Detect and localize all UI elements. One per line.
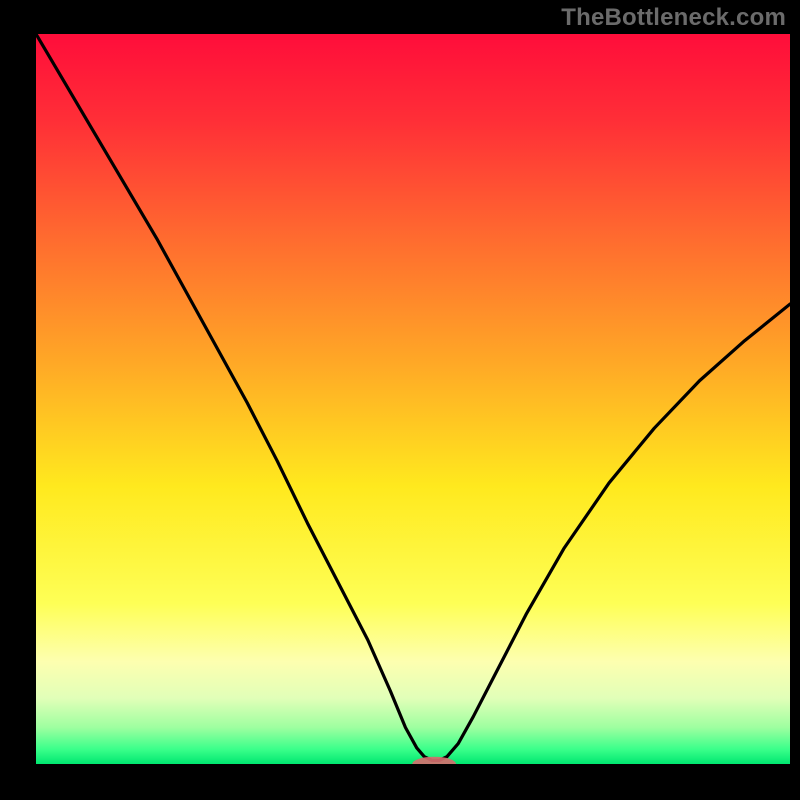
chart-svg	[36, 34, 790, 764]
chart-frame: TheBottleneck.com	[0, 0, 800, 800]
plot-area	[36, 34, 790, 764]
watermark-text: TheBottleneck.com	[561, 4, 786, 32]
gradient-background	[36, 34, 790, 764]
